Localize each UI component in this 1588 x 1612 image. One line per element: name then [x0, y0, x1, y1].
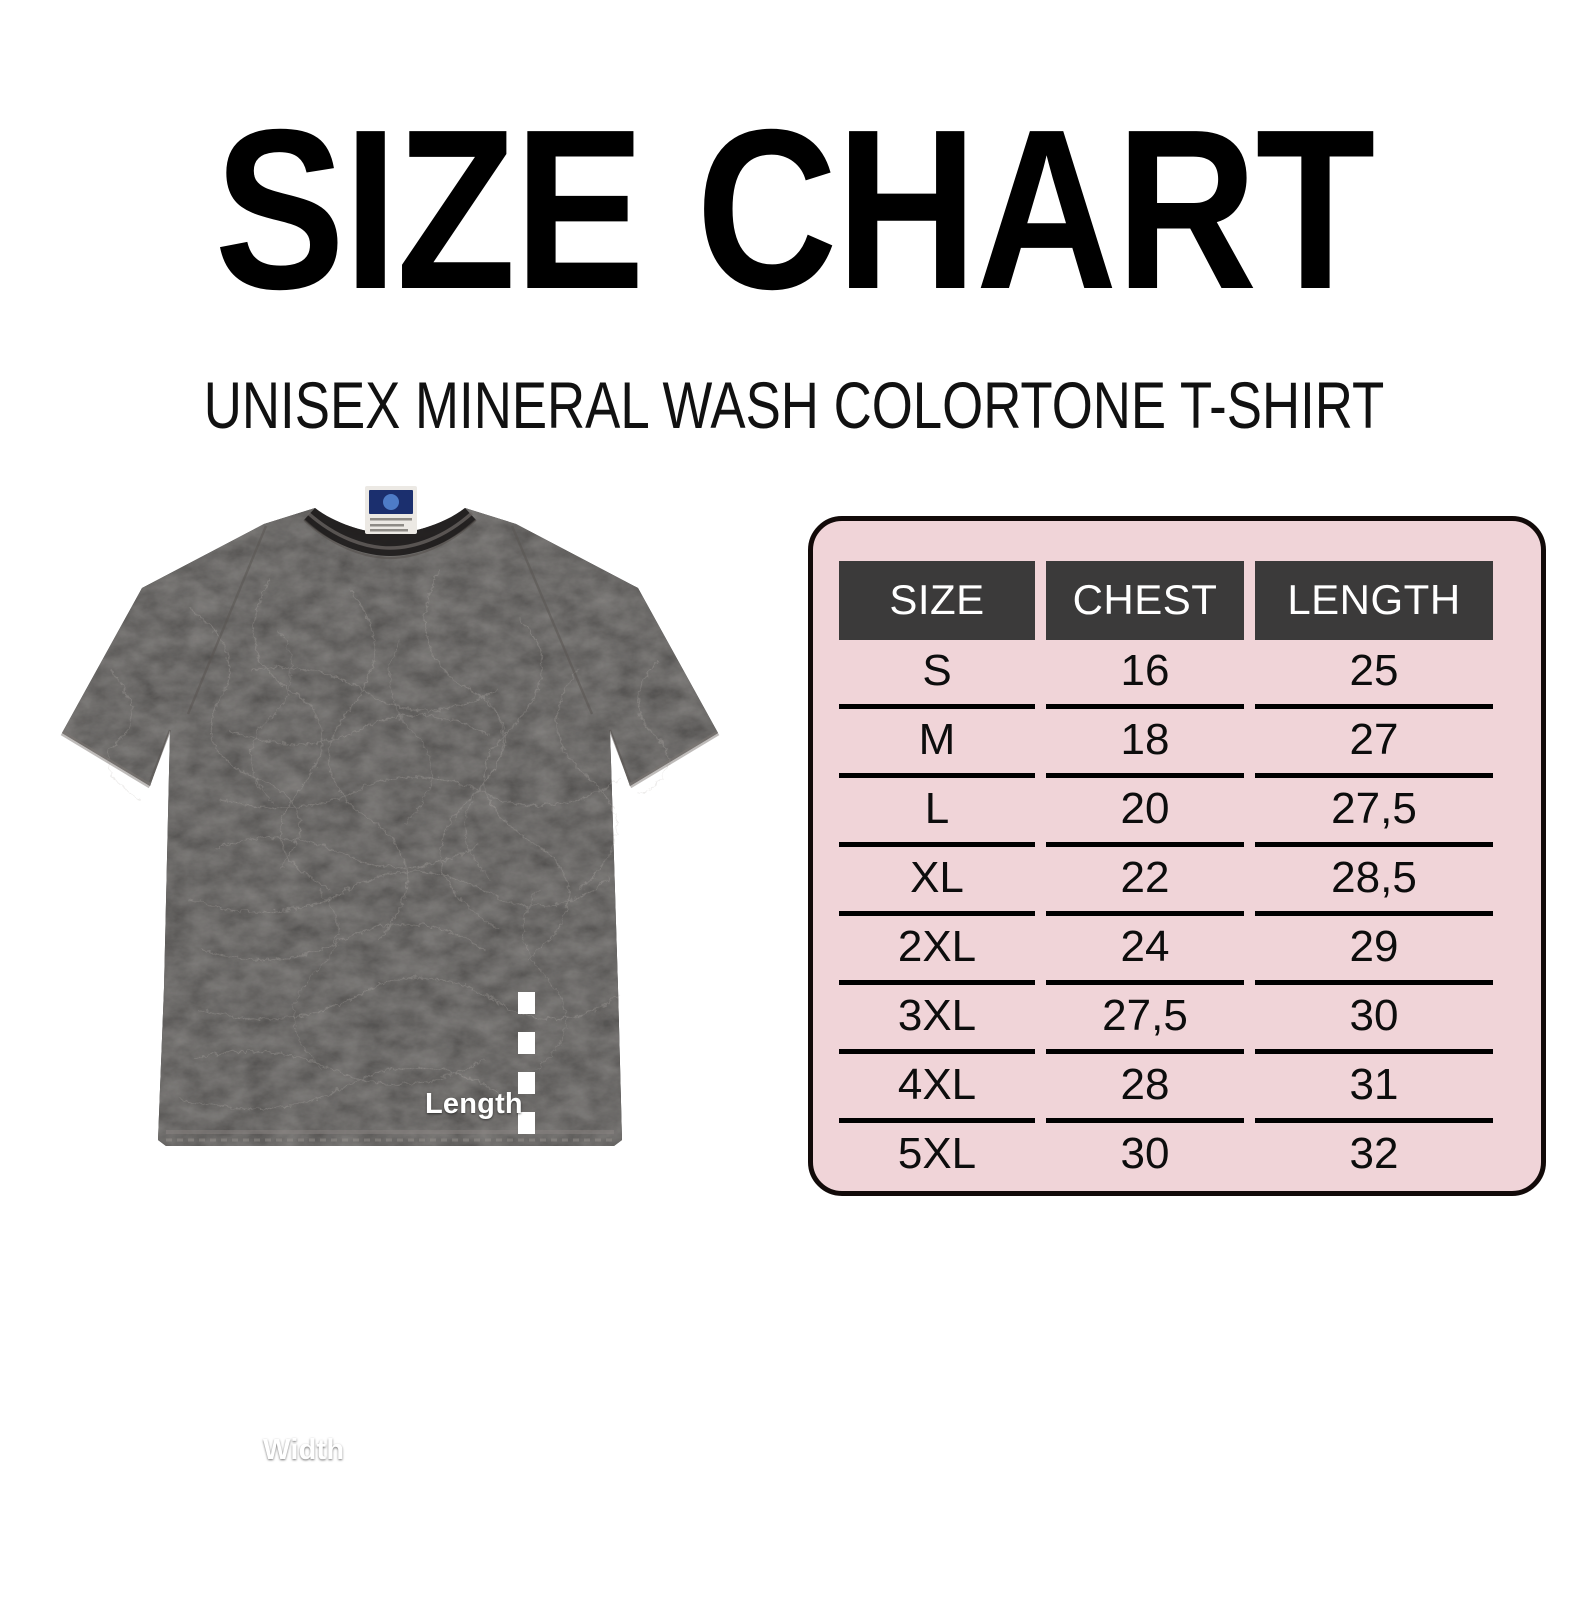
neck-tag [365, 486, 417, 534]
cell-size: 4XL [839, 1049, 1035, 1118]
cell-length: 32 [1255, 1118, 1493, 1187]
cell-length: 31 [1255, 1049, 1493, 1118]
table-row: 3XL 27,5 30 [839, 980, 1493, 1049]
width-guide-line [186, 1427, 648, 1444]
cell-size: S [922, 646, 952, 695]
column-header-length: LENGTH [1255, 561, 1493, 640]
tshirt-seams [148, 525, 632, 783]
cell-length: 27,5 [1255, 773, 1493, 842]
cell-length: 27 [1255, 704, 1493, 773]
cell-chest: 18 [1046, 704, 1244, 773]
table-header-row: SIZE CHEST LENGTH [839, 561, 1493, 640]
wash-crackle [106, 567, 668, 1109]
table-row: S 16 25 [839, 640, 1493, 704]
length-label: Length [425, 1088, 523, 1120]
tshirt-collar [303, 508, 477, 560]
length-guide-line [518, 992, 535, 1612]
cell-length: 29 [1255, 911, 1493, 980]
cell-size: L [839, 773, 1035, 842]
cell-size: 2XL [839, 911, 1035, 980]
cell-chest: 24 [1046, 911, 1244, 980]
table-row: 4XL 28 31 [839, 1049, 1493, 1118]
cell-chest: 30 [1046, 1118, 1244, 1187]
tshirt-graphic [60, 486, 720, 1146]
page-title: SIZE CHART [214, 83, 1375, 337]
bottom-hem [166, 1130, 614, 1142]
cell-size: 5XL [839, 1118, 1035, 1187]
sleeve-hems [60, 730, 720, 789]
cell-size: 3XL [839, 980, 1035, 1049]
page-subtitle: UNISEX MINERAL WASH COLORTONE T-SHIRT [203, 368, 1385, 442]
cell-chest: 28 [1046, 1049, 1244, 1118]
cell-chest: 16 [1120, 646, 1170, 695]
table-row: L 20 27,5 [839, 773, 1493, 842]
cell-length: 25 [1349, 646, 1399, 695]
table-row: 5XL 30 32 [839, 1118, 1493, 1187]
cell-chest: 20 [1046, 773, 1244, 842]
size-table-panel: SIZE CHEST LENGTH S 16 25 M 18 27 L 20 2… [808, 516, 1546, 1196]
table-row: M 18 27 [839, 704, 1493, 773]
mineral-wash-texture [62, 508, 718, 1146]
tshirt-illustration: Length Width [18, 468, 762, 1612]
cell-chest: 22 [1046, 842, 1244, 911]
cell-length: 30 [1255, 980, 1493, 1049]
cell-length: 28,5 [1255, 842, 1493, 911]
column-header-chest: CHEST [1046, 561, 1244, 640]
table-row: 2XL 24 29 [839, 911, 1493, 980]
cell-chest: 27,5 [1046, 980, 1244, 1049]
page-header: SIZE CHART UNISEX MINERAL WASH COLORTONE… [0, 0, 1588, 438]
cell-size: M [839, 704, 1035, 773]
width-label: Width [263, 1434, 345, 1466]
table-row: XL 22 28,5 [839, 842, 1493, 911]
column-header-size: SIZE [839, 561, 1035, 640]
size-table: SIZE CHEST LENGTH S 16 25 M 18 27 L 20 2… [839, 561, 1493, 1187]
cell-size: XL [839, 842, 1035, 911]
